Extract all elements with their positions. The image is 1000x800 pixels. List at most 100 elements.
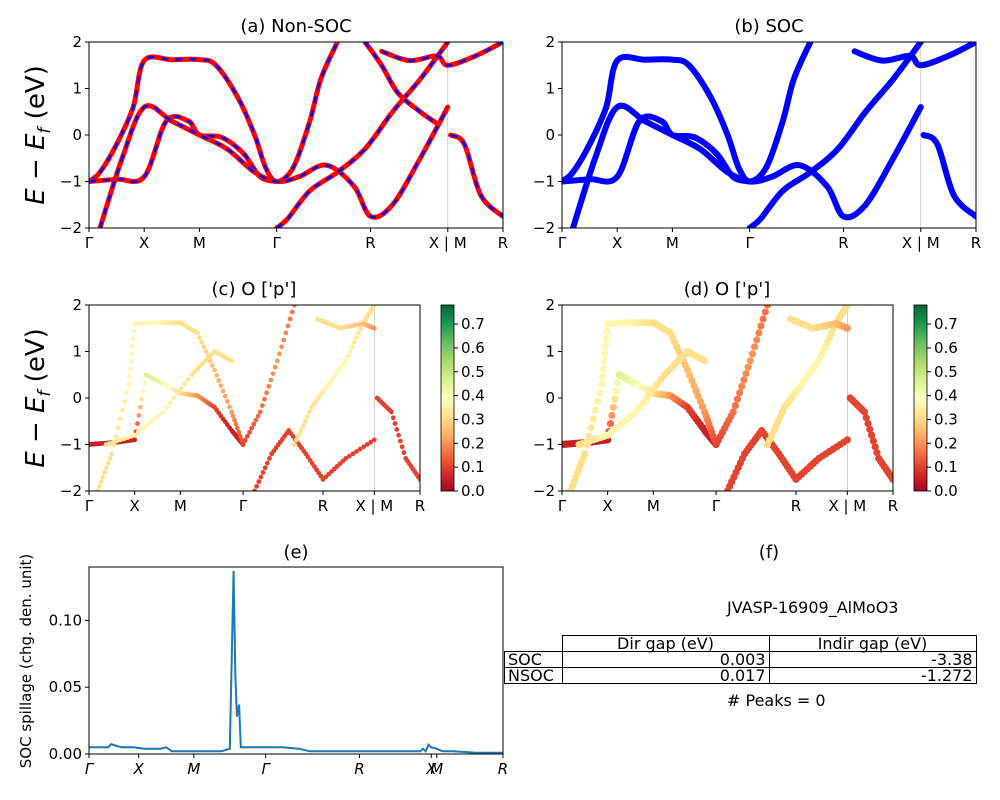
projected-band-point — [368, 439, 374, 445]
projected-band-point — [264, 390, 270, 396]
projected-band-point — [117, 416, 123, 422]
projected-band-point — [157, 412, 163, 418]
projected-band-point — [601, 350, 609, 358]
projected-band-point — [751, 343, 759, 351]
projected-band-point — [201, 344, 207, 350]
projected-band-point — [351, 339, 357, 345]
projected-band-point — [345, 353, 351, 359]
peaks-count: # Peaks = 0 — [727, 691, 826, 710]
projected-band-point — [871, 443, 879, 451]
projected-band-point — [259, 403, 265, 408]
projected-band-point — [129, 351, 135, 357]
projected-band-point — [127, 366, 133, 372]
projected-band-point — [867, 431, 876, 439]
projected-band-point — [399, 444, 405, 450]
panel-e-title: (e) — [283, 542, 308, 563]
y-tick-label: 0.10 — [49, 611, 82, 629]
x-tick-label: X | M — [828, 497, 866, 515]
projected-band-point — [227, 404, 232, 410]
projected-band-point — [224, 399, 230, 404]
projected-band-point — [862, 414, 870, 422]
projected-band-point — [257, 409, 263, 415]
projected-band-point — [738, 382, 746, 390]
projected-band-point — [287, 316, 293, 322]
panel-f-title: (f) — [759, 542, 779, 563]
projected-band-point — [135, 429, 141, 435]
gap-table-header-row: Dir gap (eV) Indir gap (eV) — [505, 635, 977, 652]
projected-band-point — [98, 479, 104, 485]
projected-band-point — [120, 407, 125, 413]
projected-band-point — [277, 351, 282, 357]
colorbar-tick-label: 0.2 — [934, 434, 958, 452]
projected-band-point — [251, 421, 257, 427]
projected-band-point — [371, 305, 377, 308]
x-tick-label: Γ — [558, 234, 567, 252]
y-tick-label: 2 — [72, 33, 82, 51]
y-tick-label: −1 — [533, 436, 555, 454]
projected-band-point — [242, 438, 248, 443]
projected-band-point — [581, 450, 589, 458]
projected-band-point — [260, 470, 266, 475]
panel-c-title: (c) O ['p'] — [212, 279, 297, 300]
projected-band-point — [139, 426, 145, 432]
projected-band-point — [361, 444, 367, 450]
band-line-dashed — [381, 42, 503, 67]
projected-band-point — [274, 358, 280, 364]
x-tick-label: M — [174, 497, 187, 515]
projected-band-point — [602, 335, 610, 343]
projected-band-point — [371, 437, 377, 443]
projected-band-point — [113, 433, 119, 439]
gap-table: Dir gap (eV) Indir gap (eV) SOC 0.003 -3… — [504, 635, 977, 684]
projected-band-point — [222, 393, 228, 399]
projected-band-point — [729, 408, 737, 416]
colorbar-ramp — [440, 304, 455, 492]
projected-band-point — [733, 395, 742, 403]
projected-band-point — [866, 425, 874, 433]
x-tick-label: X | M — [355, 497, 393, 515]
projected-band-point — [599, 372, 607, 381]
band-line-dashed — [98, 104, 449, 228]
gap-table-wrap: Dir gap (eV) Indir gap (eV) SOC 0.003 -3… — [504, 635, 978, 684]
panel-a-plot-area — [89, 42, 503, 228]
projected-band-point — [759, 315, 767, 323]
projected-band-point — [160, 409, 166, 415]
projected-band-point — [279, 344, 285, 350]
projected-band-point — [214, 372, 220, 378]
projected-band-point — [109, 451, 115, 457]
projected-band-point — [612, 387, 620, 395]
x-tick-label: X — [603, 497, 613, 515]
band-line-nonsoc — [448, 132, 503, 219]
projected-band-point — [182, 381, 187, 387]
y-tick-label: −1 — [533, 173, 555, 191]
colorbar-tick-label: 0.3 — [934, 410, 958, 428]
gap-table-cell-dir: 0.003 — [561, 651, 770, 668]
panel-c: −2 −1 0 1 2 Γ X M Γ R X | M R — [60, 296, 425, 515]
x-tick-label: Γ — [85, 497, 94, 515]
projected-band-point — [347, 349, 353, 354]
projected-band-point — [126, 381, 132, 387]
projected-band-point — [596, 389, 604, 397]
x-tick-label: M — [666, 234, 679, 252]
band-line-dashed — [89, 42, 339, 183]
y-tick-label: −2 — [533, 482, 555, 500]
projected-band-point — [746, 357, 754, 365]
colorbar-tick-label: 0.2 — [461, 434, 485, 452]
projected-band-point — [294, 437, 299, 443]
projected-band-point — [609, 403, 617, 411]
colorbar-tick-label: 0.1 — [461, 458, 485, 476]
projected-band-point — [236, 429, 242, 435]
x-tick-label: R — [888, 497, 898, 515]
x-tick-label: X | M — [429, 234, 467, 252]
panel-b-frame — [561, 41, 977, 229]
projected-band-point — [864, 419, 872, 428]
projected-band-point — [137, 404, 143, 410]
projected-band-point — [135, 421, 140, 426]
projected-band-point — [128, 358, 134, 364]
projected-band-point — [171, 395, 177, 401]
gap-table-col-indir: Indir gap (eV) — [768, 635, 977, 652]
band-line-soc — [920, 132, 976, 220]
colorbar-tick-label: 0.4 — [934, 387, 958, 405]
projected-band-point — [199, 339, 205, 345]
y-tick-label: 2 — [545, 33, 555, 51]
projected-band-point — [262, 396, 267, 402]
